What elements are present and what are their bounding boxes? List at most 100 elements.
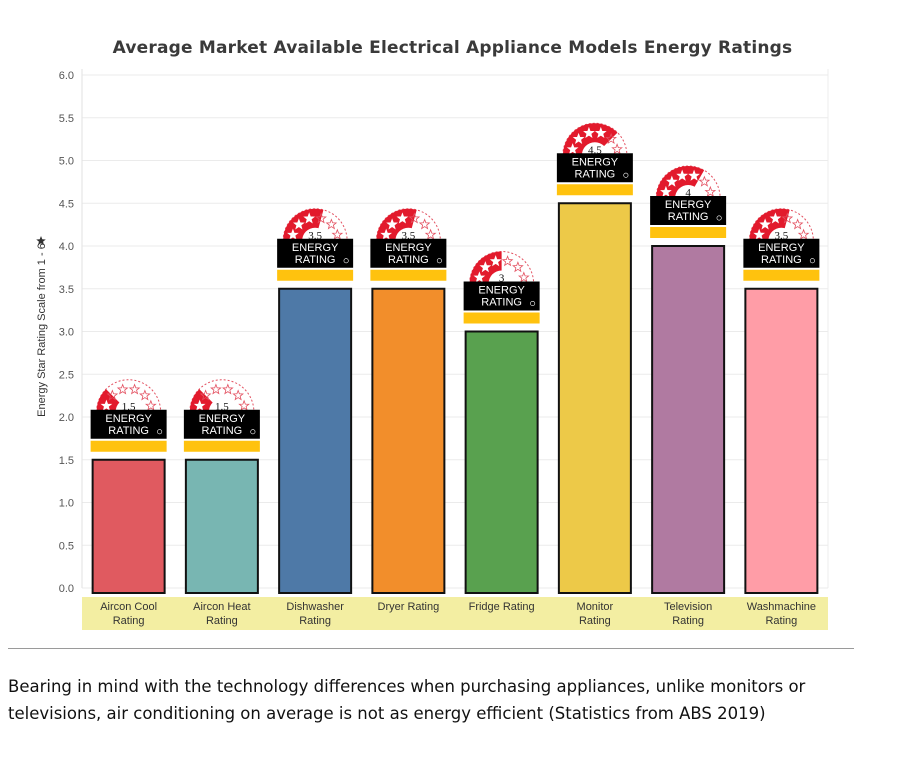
badge-star [386,218,398,230]
badge-number-bg [115,398,142,412]
badge-star [518,271,530,283]
bar-chart: 0.00.51.01.52.02.53.03.54.04.55.05.56.0 … [36,69,829,630]
badge-text-line: ENERGY [478,285,525,297]
badge-star [753,228,765,240]
badge-star [128,383,141,395]
y-tick-label: 5.5 [59,113,74,125]
badge-star [698,175,711,187]
badge-text-line: RATING [295,254,336,266]
y-tick-label: 3.0 [59,327,74,339]
badge-star [210,383,222,395]
bar [278,287,353,594]
registered-mark-icon [716,215,722,221]
badge-star [666,175,678,187]
bar [464,330,539,594]
x-tick-label: Rating [672,615,704,627]
badge-rating-number: 4 [685,187,691,199]
x-tick-label: Dishwasher [286,601,344,613]
star-glyph [36,236,46,246]
badge-star [380,228,392,240]
badge-yellow-strip [650,227,727,238]
badge-star [479,261,492,273]
badge-yellow-strip [370,269,447,281]
badge-text-line: RATING [108,425,149,437]
badge-star [605,132,617,144]
badge-number-bg [208,398,235,412]
badge-star [221,383,234,395]
x-tick-label: Washmachine [747,601,816,613]
badge-star [199,389,212,401]
badge-star [303,212,316,224]
badge-text-line: ENERGY [758,242,805,254]
y-tick-label: 0.0 [59,583,74,595]
badge-text-line: RATING [668,211,709,223]
badge-yellow-strip [277,269,354,281]
divider-line [8,648,854,649]
badge-star [232,389,244,401]
bar [651,245,726,594]
y-axis-ticks: 0.0 0.5 1.0 1.5 2.0 2.5 3.0 3.5 4.0 4.5 5.0 5.5 6.0 [59,70,74,595]
y-tick-label: 6.0 [59,70,74,82]
badge-star [396,212,409,224]
badge-number-bg [488,270,515,284]
chart-title: Average Market Available Electrical Appl… [112,38,793,58]
badge-star [769,212,782,224]
bar [91,458,166,594]
badge-star [100,399,113,411]
badge-yellow-strip [90,440,167,452]
badge-star [594,126,607,139]
badge-plate [556,153,633,183]
y-tick-label: 2.5 [59,369,74,381]
badge-text-line: RATING [761,254,802,266]
badge-star [489,255,502,267]
badge-star [473,271,486,283]
badge-text-line: ENERGY [665,199,712,211]
bar [184,458,259,594]
badge-star [759,218,771,230]
badge-number-bg [675,185,702,198]
badge-rating-number: 3 [499,273,505,285]
badge-star [193,399,206,411]
badge-star [238,399,250,411]
x-tick-label: Dryer Rating [378,601,440,613]
x-axis-band-fill [82,597,828,630]
badge-yellow-strip [743,269,820,281]
caption-text: Bearing in mind with the technology diff… [8,677,806,723]
badge-star [418,218,431,230]
x-tick-label: Rating [206,615,238,627]
star-icon [36,236,46,246]
badge-star [676,169,689,181]
badge-star [139,389,151,401]
badge-plate [183,409,260,439]
y-tick-label: 2.0 [59,412,74,424]
badge-star [116,383,129,395]
y-tick-label: 4.5 [59,198,74,210]
badge-star [501,255,514,267]
badge-yellow-strip [463,312,540,324]
registered-mark-icon [809,258,815,264]
badge-star [287,228,299,240]
badge-star [583,126,595,139]
registered-mark-icon [250,429,256,435]
badge-star [512,261,524,273]
registered-mark-icon [157,429,163,435]
badge-text-line: RATING [575,168,616,180]
badge-star [315,212,327,224]
x-tick-label: Rating [299,615,331,627]
badge-plate [90,409,167,439]
x-tick-label: Fridge Rating [469,601,535,613]
badge-plate [277,238,354,268]
bar [557,202,632,594]
bar [371,287,446,594]
badge-text-line: ENERGY [105,413,152,425]
badge-number-bg [302,227,329,241]
x-axis-labels: Aircon Cool Rating Aircon Heat Rating Dishwa… [100,601,816,627]
badge-star [325,218,338,230]
y-axis-title: Energy Star Rating Scale from 1 - 6 [36,243,48,417]
